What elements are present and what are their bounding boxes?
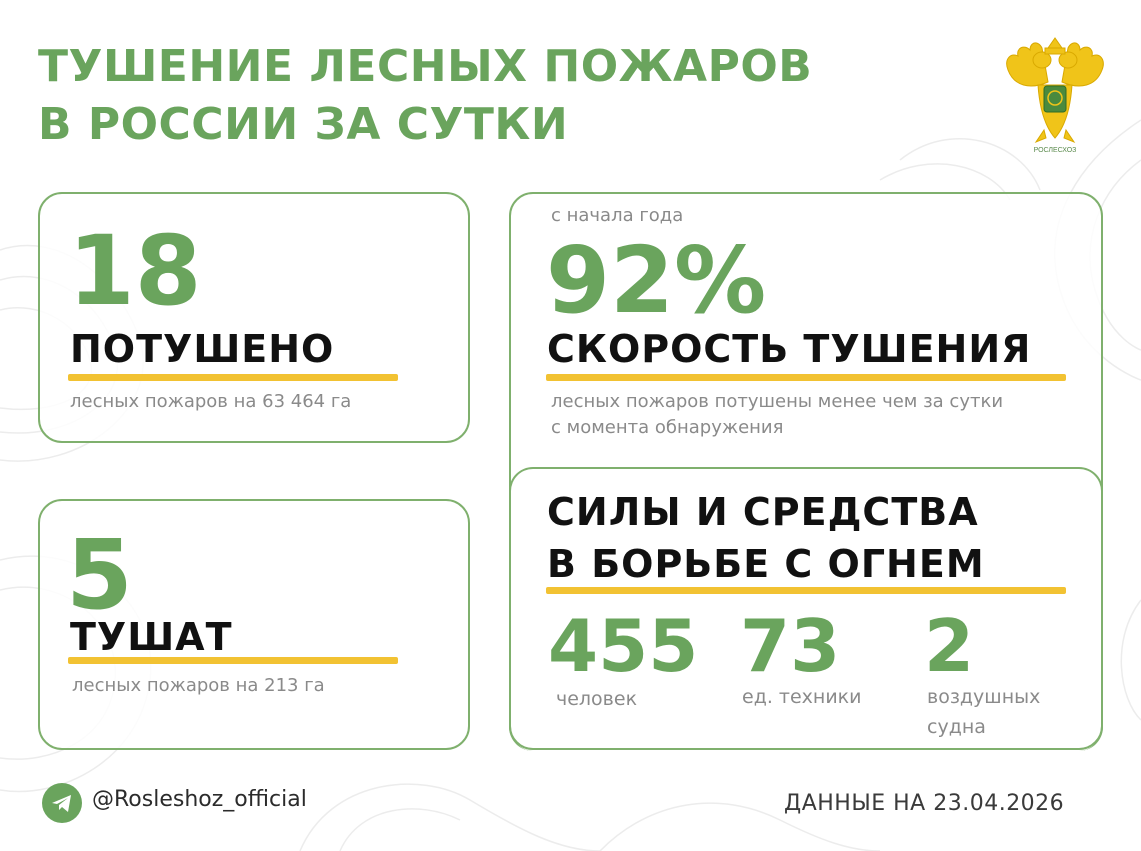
telegram-plane-icon <box>52 795 71 812</box>
page-title: ТУШЕНИЕ ЛЕСНЫХ ПОЖАРОВ В РОССИИ ЗА СУТКИ <box>38 38 812 154</box>
extinguished-count: 18 <box>68 215 202 327</box>
forces-heading-line-1: СИЛЫ И СРЕДСТВА <box>547 490 979 534</box>
double-headed-eagle-emblem-icon: РОСЛЕСХОЗ <box>1006 37 1104 154</box>
speed-card <box>509 192 1103 750</box>
forces-aircraft-label-line-2: судна <box>927 716 986 738</box>
active-fires-card <box>38 499 470 750</box>
forces-people-value: 455 <box>548 604 699 688</box>
forces-underline <box>546 587 1066 594</box>
speed-underline <box>546 374 1066 381</box>
active-note: лесных пожаров на 213 га <box>72 675 325 696</box>
active-underline <box>68 657 398 664</box>
active-count: 5 <box>66 519 133 631</box>
forces-vehicles-value: 73 <box>740 604 841 688</box>
extinguished-label: ПОТУШЕНО <box>70 327 335 371</box>
speed-percent: 92% <box>546 227 767 334</box>
forces-card <box>509 467 1103 751</box>
forces-people-label: человек <box>556 688 638 710</box>
speed-prefix: с начала года <box>551 205 684 226</box>
active-label: ТУШАТ <box>70 615 233 659</box>
extinguished-note: лесных пожаров на 63 464 га <box>70 391 352 412</box>
extinguished-underline <box>68 374 398 381</box>
forces-aircraft-label-line-1: воздушных <box>927 686 1041 708</box>
speed-note-line-2: с момента обнаружения <box>551 417 784 438</box>
title-line-2: В РОССИИ ЗА СУТКИ <box>38 99 569 150</box>
speed-label: СКОРОСТЬ ТУШЕНИЯ <box>547 327 1032 371</box>
data-date: ДАННЫЕ НА 23.04.2026 <box>784 791 1065 816</box>
extinguished-card <box>38 192 470 443</box>
telegram-icon[interactable] <box>42 783 82 823</box>
emblem-caption: РОСЛЕСХОЗ <box>1034 147 1077 154</box>
speed-note-line-1: лесных пожаров потушены менее чем за сут… <box>551 391 1004 412</box>
title-line-1: ТУШЕНИЕ ЛЕСНЫХ ПОЖАРОВ <box>38 41 813 92</box>
forces-vehicles-label: ед. техники <box>742 686 862 708</box>
telegram-handle[interactable]: @Rosleshoz_official <box>92 787 307 812</box>
forces-aircraft-value: 2 <box>924 604 975 688</box>
forces-heading-line-2: В БОРЬБЕ С ОГНЕМ <box>547 542 985 586</box>
